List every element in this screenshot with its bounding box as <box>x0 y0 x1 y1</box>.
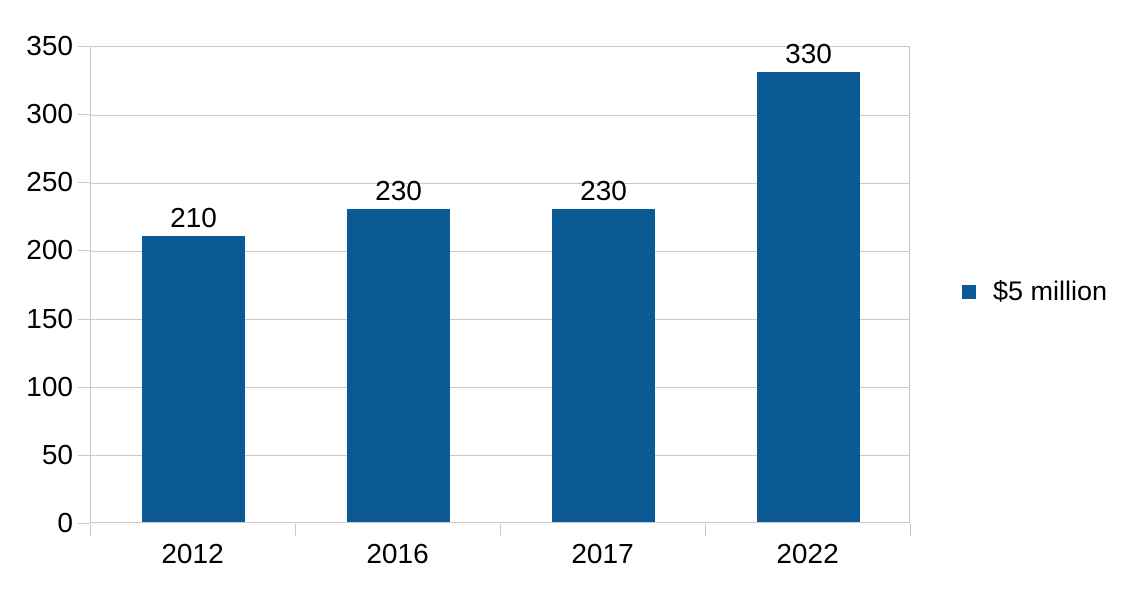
bar <box>347 208 450 522</box>
legend: $5 million <box>962 278 1107 305</box>
bar <box>142 235 245 522</box>
y-axis-label: 50 <box>41 438 73 470</box>
bar-value-label: 210 <box>170 201 217 233</box>
x-axis-label: 2012 <box>161 538 224 569</box>
bar <box>552 208 655 522</box>
y-axis-label: 250 <box>26 166 73 198</box>
x-axis-label: 2017 <box>571 538 634 569</box>
y-axis-label: 300 <box>26 98 73 130</box>
gridline <box>91 387 909 389</box>
y-axis-label: 100 <box>26 370 73 402</box>
gridline <box>91 182 909 184</box>
y-tick-mark <box>78 250 90 252</box>
plot-area: 210 230 230 330 <box>90 40 910 523</box>
legend-label: $5 million <box>993 276 1108 306</box>
bar <box>757 72 860 522</box>
x-tick-mark <box>500 524 501 536</box>
y-tick-mark <box>78 46 90 47</box>
x-axis-label: 2022 <box>776 538 839 569</box>
y-tick-mark <box>78 386 90 388</box>
y-tick-mark <box>78 523 90 524</box>
y-tick-mark <box>78 114 90 116</box>
y-axis-label: 350 <box>26 30 73 61</box>
bar-value-label: 330 <box>785 38 832 70</box>
x-tick-mark <box>705 524 706 536</box>
x-tick-mark <box>295 524 296 536</box>
gridline <box>91 250 909 252</box>
gridline <box>91 319 909 321</box>
y-axis-label: 150 <box>26 302 73 334</box>
gridline <box>91 114 909 116</box>
y-axis-label: 0 <box>57 507 73 538</box>
bar-value-label: 230 <box>580 174 627 206</box>
x-tick-mark <box>910 524 911 536</box>
x-tick-mark <box>90 524 91 536</box>
y-tick-mark <box>78 454 90 456</box>
y-tick-mark <box>78 318 90 320</box>
gridline <box>91 455 909 457</box>
x-axis-label: 2016 <box>366 538 429 569</box>
y-axis-label: 200 <box>26 234 73 266</box>
bar-value-label: 230 <box>375 174 422 206</box>
legend-swatch-icon <box>962 284 976 299</box>
y-tick-mark <box>78 182 90 184</box>
